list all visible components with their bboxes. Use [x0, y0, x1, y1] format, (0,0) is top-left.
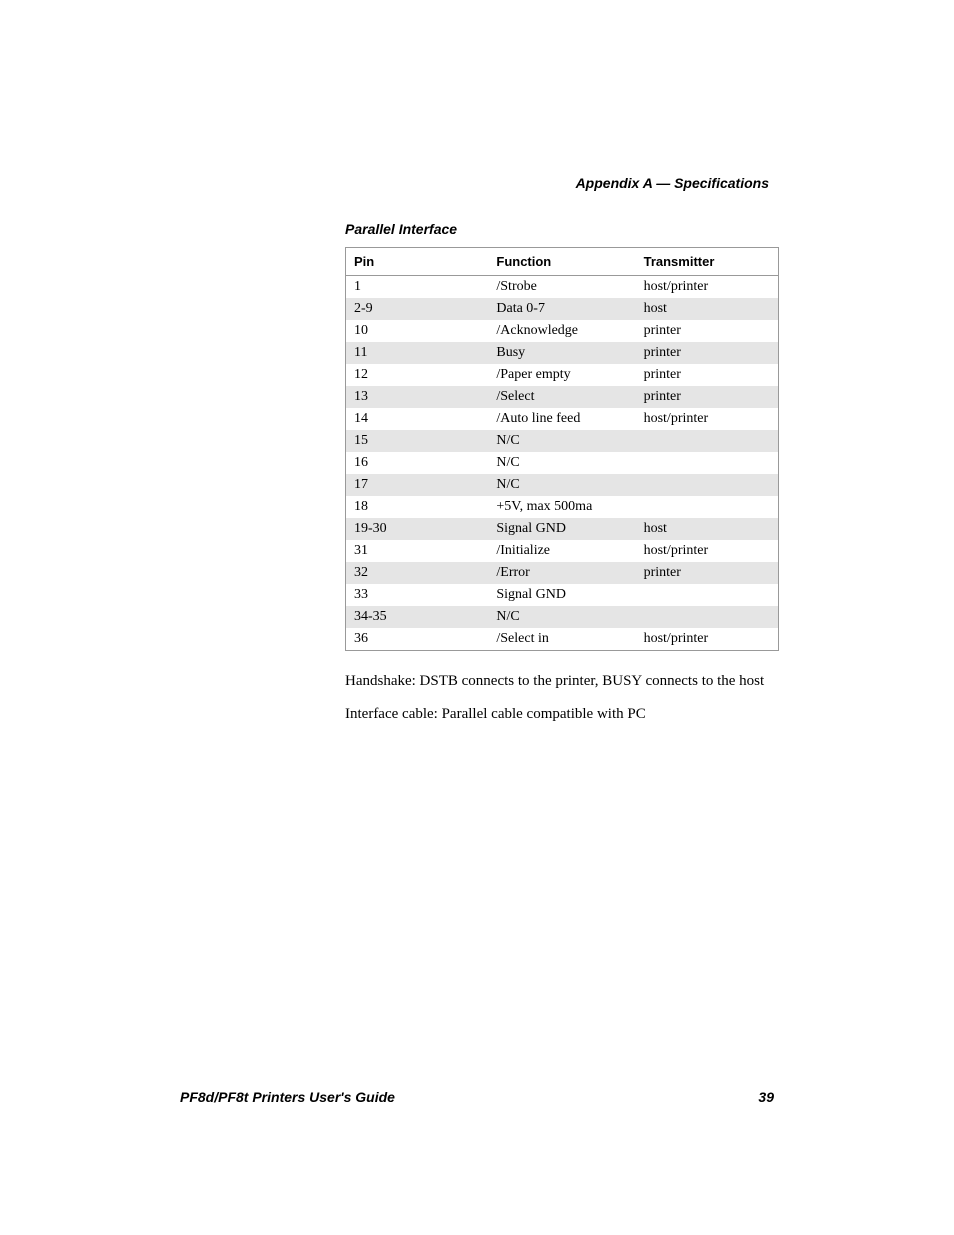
cell-transmitter: printer	[636, 364, 779, 386]
paragraph-interface-cable: Interface cable: Parallel cable compatib…	[345, 704, 779, 725]
cell-transmitter: printer	[636, 562, 779, 584]
cell-function: Busy	[488, 342, 635, 364]
cell-transmitter: host	[636, 298, 779, 320]
cell-transmitter: host/printer	[636, 540, 779, 562]
cell-pin: 12	[346, 364, 489, 386]
cell-pin: 10	[346, 320, 489, 342]
cell-transmitter	[636, 474, 779, 496]
page-footer: PF8d/PF8t Printers User's Guide 39	[180, 1089, 774, 1105]
cell-pin: 31	[346, 540, 489, 562]
cell-transmitter: host/printer	[636, 628, 779, 651]
table-row: 2-9Data 0-7host	[346, 298, 779, 320]
cell-function: Signal GND	[488, 518, 635, 540]
cell-pin: 32	[346, 562, 489, 584]
cell-pin: 2-9	[346, 298, 489, 320]
cell-pin: 14	[346, 408, 489, 430]
cell-transmitter	[636, 430, 779, 452]
cell-transmitter: host/printer	[636, 276, 779, 299]
page-content: Appendix A — Specifications Parallel Int…	[0, 0, 954, 1235]
cell-pin: 18	[346, 496, 489, 518]
cell-function: N/C	[488, 452, 635, 474]
table-row: 15N/C	[346, 430, 779, 452]
table-row: 33Signal GND	[346, 584, 779, 606]
section-title: Parallel Interface	[345, 221, 779, 237]
table-header-row: Pin Function Transmitter	[346, 248, 779, 276]
cell-function: /Initialize	[488, 540, 635, 562]
table-body: 1/Strobehost/printer 2-9Data 0-7host 10/…	[346, 276, 779, 651]
cell-pin: 1	[346, 276, 489, 299]
table-row: 31/Initializehost/printer	[346, 540, 779, 562]
paragraph-handshake: Handshake: DSTB connects to the printer,…	[345, 671, 779, 692]
cell-transmitter	[636, 584, 779, 606]
cell-function: /Select in	[488, 628, 635, 651]
cell-pin: 17	[346, 474, 489, 496]
cell-pin: 34-35	[346, 606, 489, 628]
cell-function: +5V, max 500ma	[488, 496, 635, 518]
table-row: 10/Acknowledgeprinter	[346, 320, 779, 342]
footer-page-number: 39	[758, 1089, 774, 1105]
cell-function: N/C	[488, 606, 635, 628]
table-row: 1/Strobehost/printer	[346, 276, 779, 299]
cell-transmitter: printer	[636, 320, 779, 342]
cell-function: /Error	[488, 562, 635, 584]
cell-transmitter	[636, 606, 779, 628]
cell-function: /Auto line feed	[488, 408, 635, 430]
cell-transmitter: host	[636, 518, 779, 540]
table-row: 19-30Signal GNDhost	[346, 518, 779, 540]
table-row: 32/Errorprinter	[346, 562, 779, 584]
cell-pin: 15	[346, 430, 489, 452]
page-header: Appendix A — Specifications	[345, 175, 779, 191]
cell-function: Signal GND	[488, 584, 635, 606]
cell-pin: 19-30	[346, 518, 489, 540]
column-header-function: Function	[488, 248, 635, 276]
cell-function: N/C	[488, 430, 635, 452]
cell-pin: 13	[346, 386, 489, 408]
table-row: 36/Select inhost/printer	[346, 628, 779, 651]
table-row: 17N/C	[346, 474, 779, 496]
cell-pin: 36	[346, 628, 489, 651]
cell-function: /Strobe	[488, 276, 635, 299]
cell-pin: 16	[346, 452, 489, 474]
footer-document-title: PF8d/PF8t Printers User's Guide	[180, 1089, 395, 1105]
table-row: 12/Paper emptyprinter	[346, 364, 779, 386]
cell-pin: 11	[346, 342, 489, 364]
cell-function: /Acknowledge	[488, 320, 635, 342]
column-header-pin: Pin	[346, 248, 489, 276]
column-header-transmitter: Transmitter	[636, 248, 779, 276]
cell-function: /Paper empty	[488, 364, 635, 386]
parallel-interface-table: Pin Function Transmitter 1/Strobehost/pr…	[345, 247, 779, 651]
cell-function: /Select	[488, 386, 635, 408]
cell-transmitter: printer	[636, 342, 779, 364]
table-row: 16N/C	[346, 452, 779, 474]
cell-function: Data 0-7	[488, 298, 635, 320]
table-row: 18+5V, max 500ma	[346, 496, 779, 518]
table-row: 13/Selectprinter	[346, 386, 779, 408]
cell-function: N/C	[488, 474, 635, 496]
table-row: 14/Auto line feedhost/printer	[346, 408, 779, 430]
cell-transmitter	[636, 496, 779, 518]
cell-pin: 33	[346, 584, 489, 606]
table-row: 34-35N/C	[346, 606, 779, 628]
cell-transmitter: printer	[636, 386, 779, 408]
table-row: 11Busyprinter	[346, 342, 779, 364]
cell-transmitter	[636, 452, 779, 474]
cell-transmitter: host/printer	[636, 408, 779, 430]
